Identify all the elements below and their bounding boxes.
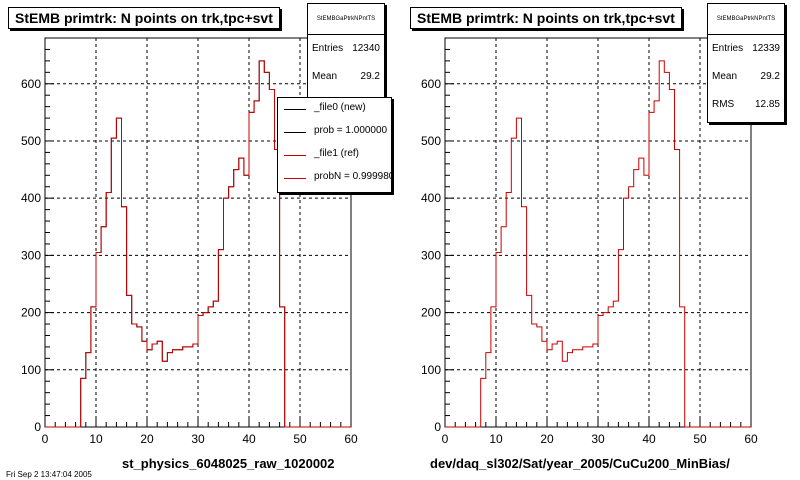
right-title: StEMB primtrk: N points on trk,tpc+svt xyxy=(410,7,682,29)
y-tick-label: 100 xyxy=(21,363,41,377)
left-title: StEMB primtrk: N points on trk,tpc+svt xyxy=(8,7,280,29)
right-stats-mean-label: Mean xyxy=(712,71,738,82)
y-tick-label: 300 xyxy=(21,248,41,262)
x-tick-label: 0 xyxy=(42,432,49,446)
left-stats-header: StEMBGaPtrkNPntTS xyxy=(308,4,384,35)
right-stats-entries-value: 12339 xyxy=(752,43,780,54)
left-stats-entries-row: Entries 12340 xyxy=(308,35,384,63)
y-tick-label: 300 xyxy=(421,248,441,262)
left-x-axis-title: st_physics_6048025_raw_1020002 xyxy=(122,456,335,471)
legend-entry: _file1 (ref) xyxy=(278,144,391,167)
x-tick-label: 20 xyxy=(140,432,154,446)
right-stats-header: StEMBGaPtrkNPntTS xyxy=(708,4,784,35)
left-legend: _file0 (new) prob = 1.000000 _file1 (ref… xyxy=(277,97,392,193)
y-tick-label: 100 xyxy=(421,363,441,377)
y-tick-label: 400 xyxy=(21,191,41,205)
y-tick-label: 600 xyxy=(421,77,441,91)
right-stats-rms-row: RMS 12.85 xyxy=(708,91,784,119)
x-tick-label: 60 xyxy=(344,432,358,446)
left-stats-mean-row: Mean 29.2 xyxy=(308,63,384,91)
right-x-axis-title: dev/daq_sl302/Sat/year_2005/CuCu200_MinB… xyxy=(430,456,730,471)
x-tick-label: 40 xyxy=(642,432,656,446)
x-tick-label: 10 xyxy=(489,432,503,446)
right-stats-mean-row: Mean 29.2 xyxy=(708,63,784,91)
right-stats-entries-row: Entries 12339 xyxy=(708,35,784,63)
left-stats-mean-value: 29.2 xyxy=(360,71,380,82)
left-stats-mean-label: Mean xyxy=(312,71,338,82)
y-tick-label: 200 xyxy=(21,306,41,320)
left-stats-entries-value: 12340 xyxy=(352,43,380,54)
y-tick-label: 400 xyxy=(421,191,441,205)
right-stats-rms-label: RMS xyxy=(712,99,735,110)
legend-entry: probN = 0.999980 xyxy=(278,167,391,190)
legend-entry: _file0 (new) xyxy=(278,98,391,121)
x-tick-label: 40 xyxy=(242,432,256,446)
legend-swatch xyxy=(284,109,306,110)
x-tick-label: 30 xyxy=(191,432,205,446)
y-tick-label: 600 xyxy=(21,77,41,91)
x-tick-label: 50 xyxy=(293,432,307,446)
y-tick-label: 200 xyxy=(421,306,441,320)
left-stats-entries-label: Entries xyxy=(312,43,344,54)
y-tick-label: 500 xyxy=(21,134,41,148)
legend-swatch xyxy=(284,155,306,156)
right-stats-entries-label: Entries xyxy=(712,43,744,54)
x-tick-label: 10 xyxy=(89,432,103,446)
x-tick-label: 60 xyxy=(744,432,758,446)
legend-label: _file1 (ref) xyxy=(314,148,360,159)
right-stats-mean-value: 29.2 xyxy=(760,71,780,82)
legend-swatch xyxy=(284,178,306,179)
legend-label: _file0 (new) xyxy=(314,102,366,113)
x-tick-label: 30 xyxy=(591,432,605,446)
y-tick-label: 0 xyxy=(434,420,441,434)
right-stats-box: StEMBGaPtrkNPntTS Entries 12339 Mean 29.… xyxy=(707,3,785,123)
x-tick-label: 50 xyxy=(693,432,707,446)
y-tick-label: 500 xyxy=(421,134,441,148)
histogram-series xyxy=(445,60,751,428)
right-stats-rms-value: 12.85 xyxy=(754,99,780,110)
legend-entry: prob = 1.000000 xyxy=(278,121,391,144)
footer-timestamp: Fri Sep 2 13:47:04 2005 xyxy=(6,470,92,479)
legend-label: prob = 1.000000 xyxy=(314,125,388,136)
x-tick-label: 0 xyxy=(442,432,449,446)
legend-swatch xyxy=(284,132,306,133)
x-tick-label: 20 xyxy=(540,432,554,446)
y-tick-label: 0 xyxy=(34,420,41,434)
legend-label: probN = 0.999980 xyxy=(314,171,392,182)
